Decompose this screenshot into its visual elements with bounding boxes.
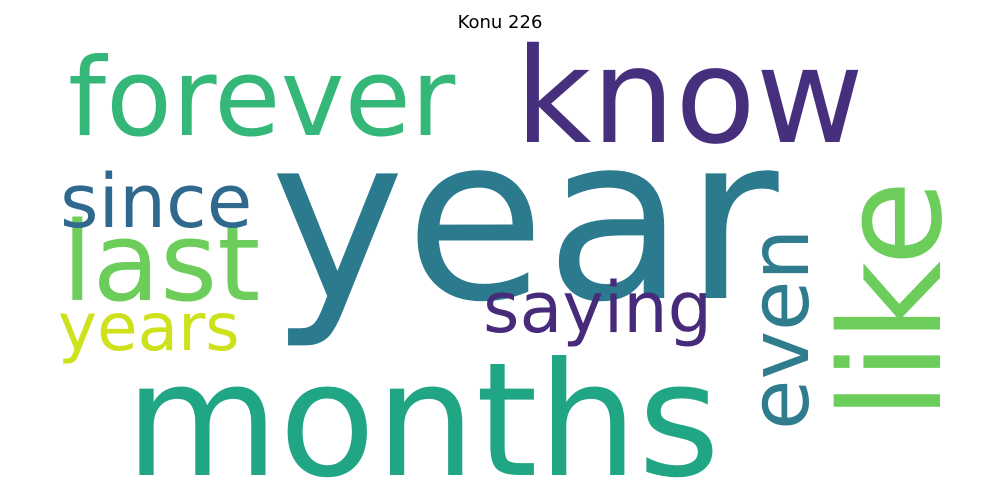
word-know: know <box>515 20 864 174</box>
word-year: year <box>270 86 779 352</box>
word-months: months <box>125 329 720 500</box>
word-last: last <box>62 198 260 326</box>
plot-title: Konu 226 <box>457 12 543 33</box>
word-since: since <box>60 159 252 245</box>
word-like: like <box>811 180 974 420</box>
word-forever: forever <box>68 36 456 161</box>
word-even: even <box>733 229 828 430</box>
word-saying: saying <box>483 267 712 349</box>
word-years: years <box>58 289 240 366</box>
